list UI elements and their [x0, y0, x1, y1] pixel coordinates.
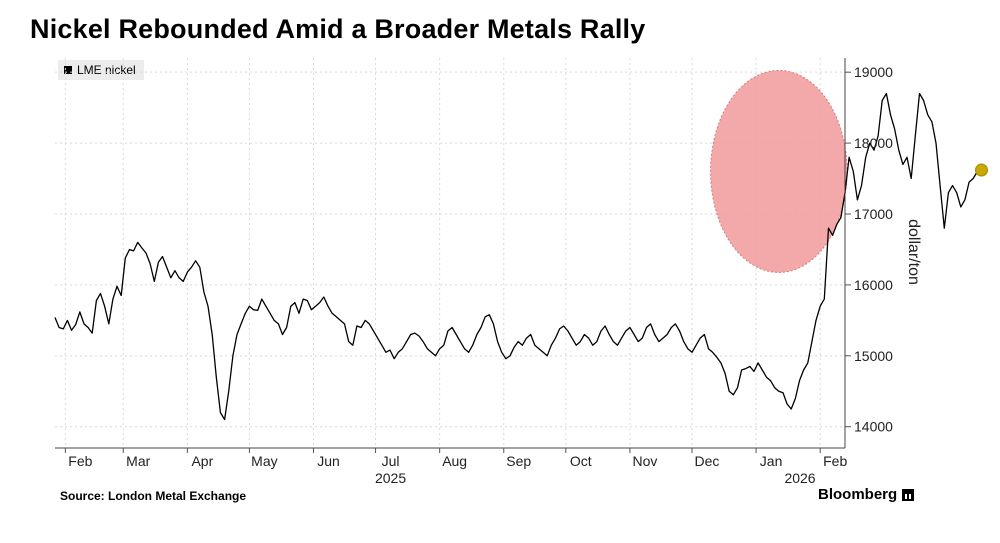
- legend-label: LME nickel: [77, 63, 136, 77]
- x-tick-label: Feb: [823, 453, 847, 469]
- end-point-marker: [974, 163, 988, 177]
- y-tick-label: 19000: [854, 64, 893, 80]
- line-layer: [54, 92, 988, 421]
- y-tick-label: 15000: [854, 348, 893, 364]
- x-tick-label: Sep: [506, 453, 531, 469]
- x-tick-label: Oct: [570, 453, 592, 469]
- y-tick-label: 14000: [854, 419, 893, 435]
- x-tick-label: Feb: [68, 453, 92, 469]
- x-tick-label: Jul: [382, 453, 400, 469]
- series-line-lme-nickel: [54, 92, 982, 421]
- x-tick-label: Apr: [191, 453, 213, 469]
- x-tick-label: Nov: [632, 453, 657, 469]
- x-tick-label: Mar: [126, 453, 150, 469]
- x-year-label: 2026: [784, 470, 815, 486]
- chart-title: Nickel Rebounded Amid a Broader Metals R…: [30, 14, 646, 44]
- brand-logo: Bloomberg: [818, 486, 915, 503]
- y-tick-label: 16000: [854, 277, 893, 293]
- source-note: Source: London Metal Exchange: [60, 489, 247, 503]
- brand-name: Bloomberg: [818, 486, 898, 503]
- legend-swatch-icon: [64, 66, 72, 74]
- legend: LME nickel: [58, 60, 144, 80]
- x-tick-label: May: [251, 453, 277, 469]
- highlight-layer: [710, 69, 848, 273]
- y-axis-label: dollar/ton: [905, 219, 922, 285]
- x-year-label: 2025: [375, 470, 406, 486]
- x-tick-label: Jan: [760, 453, 783, 469]
- x-tick-label: Dec: [695, 453, 720, 469]
- y-tick-label: 17000: [854, 206, 893, 222]
- bloomberg-icon: [902, 488, 915, 501]
- y-tick-label: 18000: [854, 135, 893, 151]
- x-tick-label: Jun: [317, 453, 340, 469]
- x-tick-label: Aug: [442, 453, 467, 469]
- highlight-ellipse: [710, 69, 848, 273]
- axis-layer: 14000 15000 16000 17000 18000 19000 Feb Mar Apr M…: [55, 58, 893, 486]
